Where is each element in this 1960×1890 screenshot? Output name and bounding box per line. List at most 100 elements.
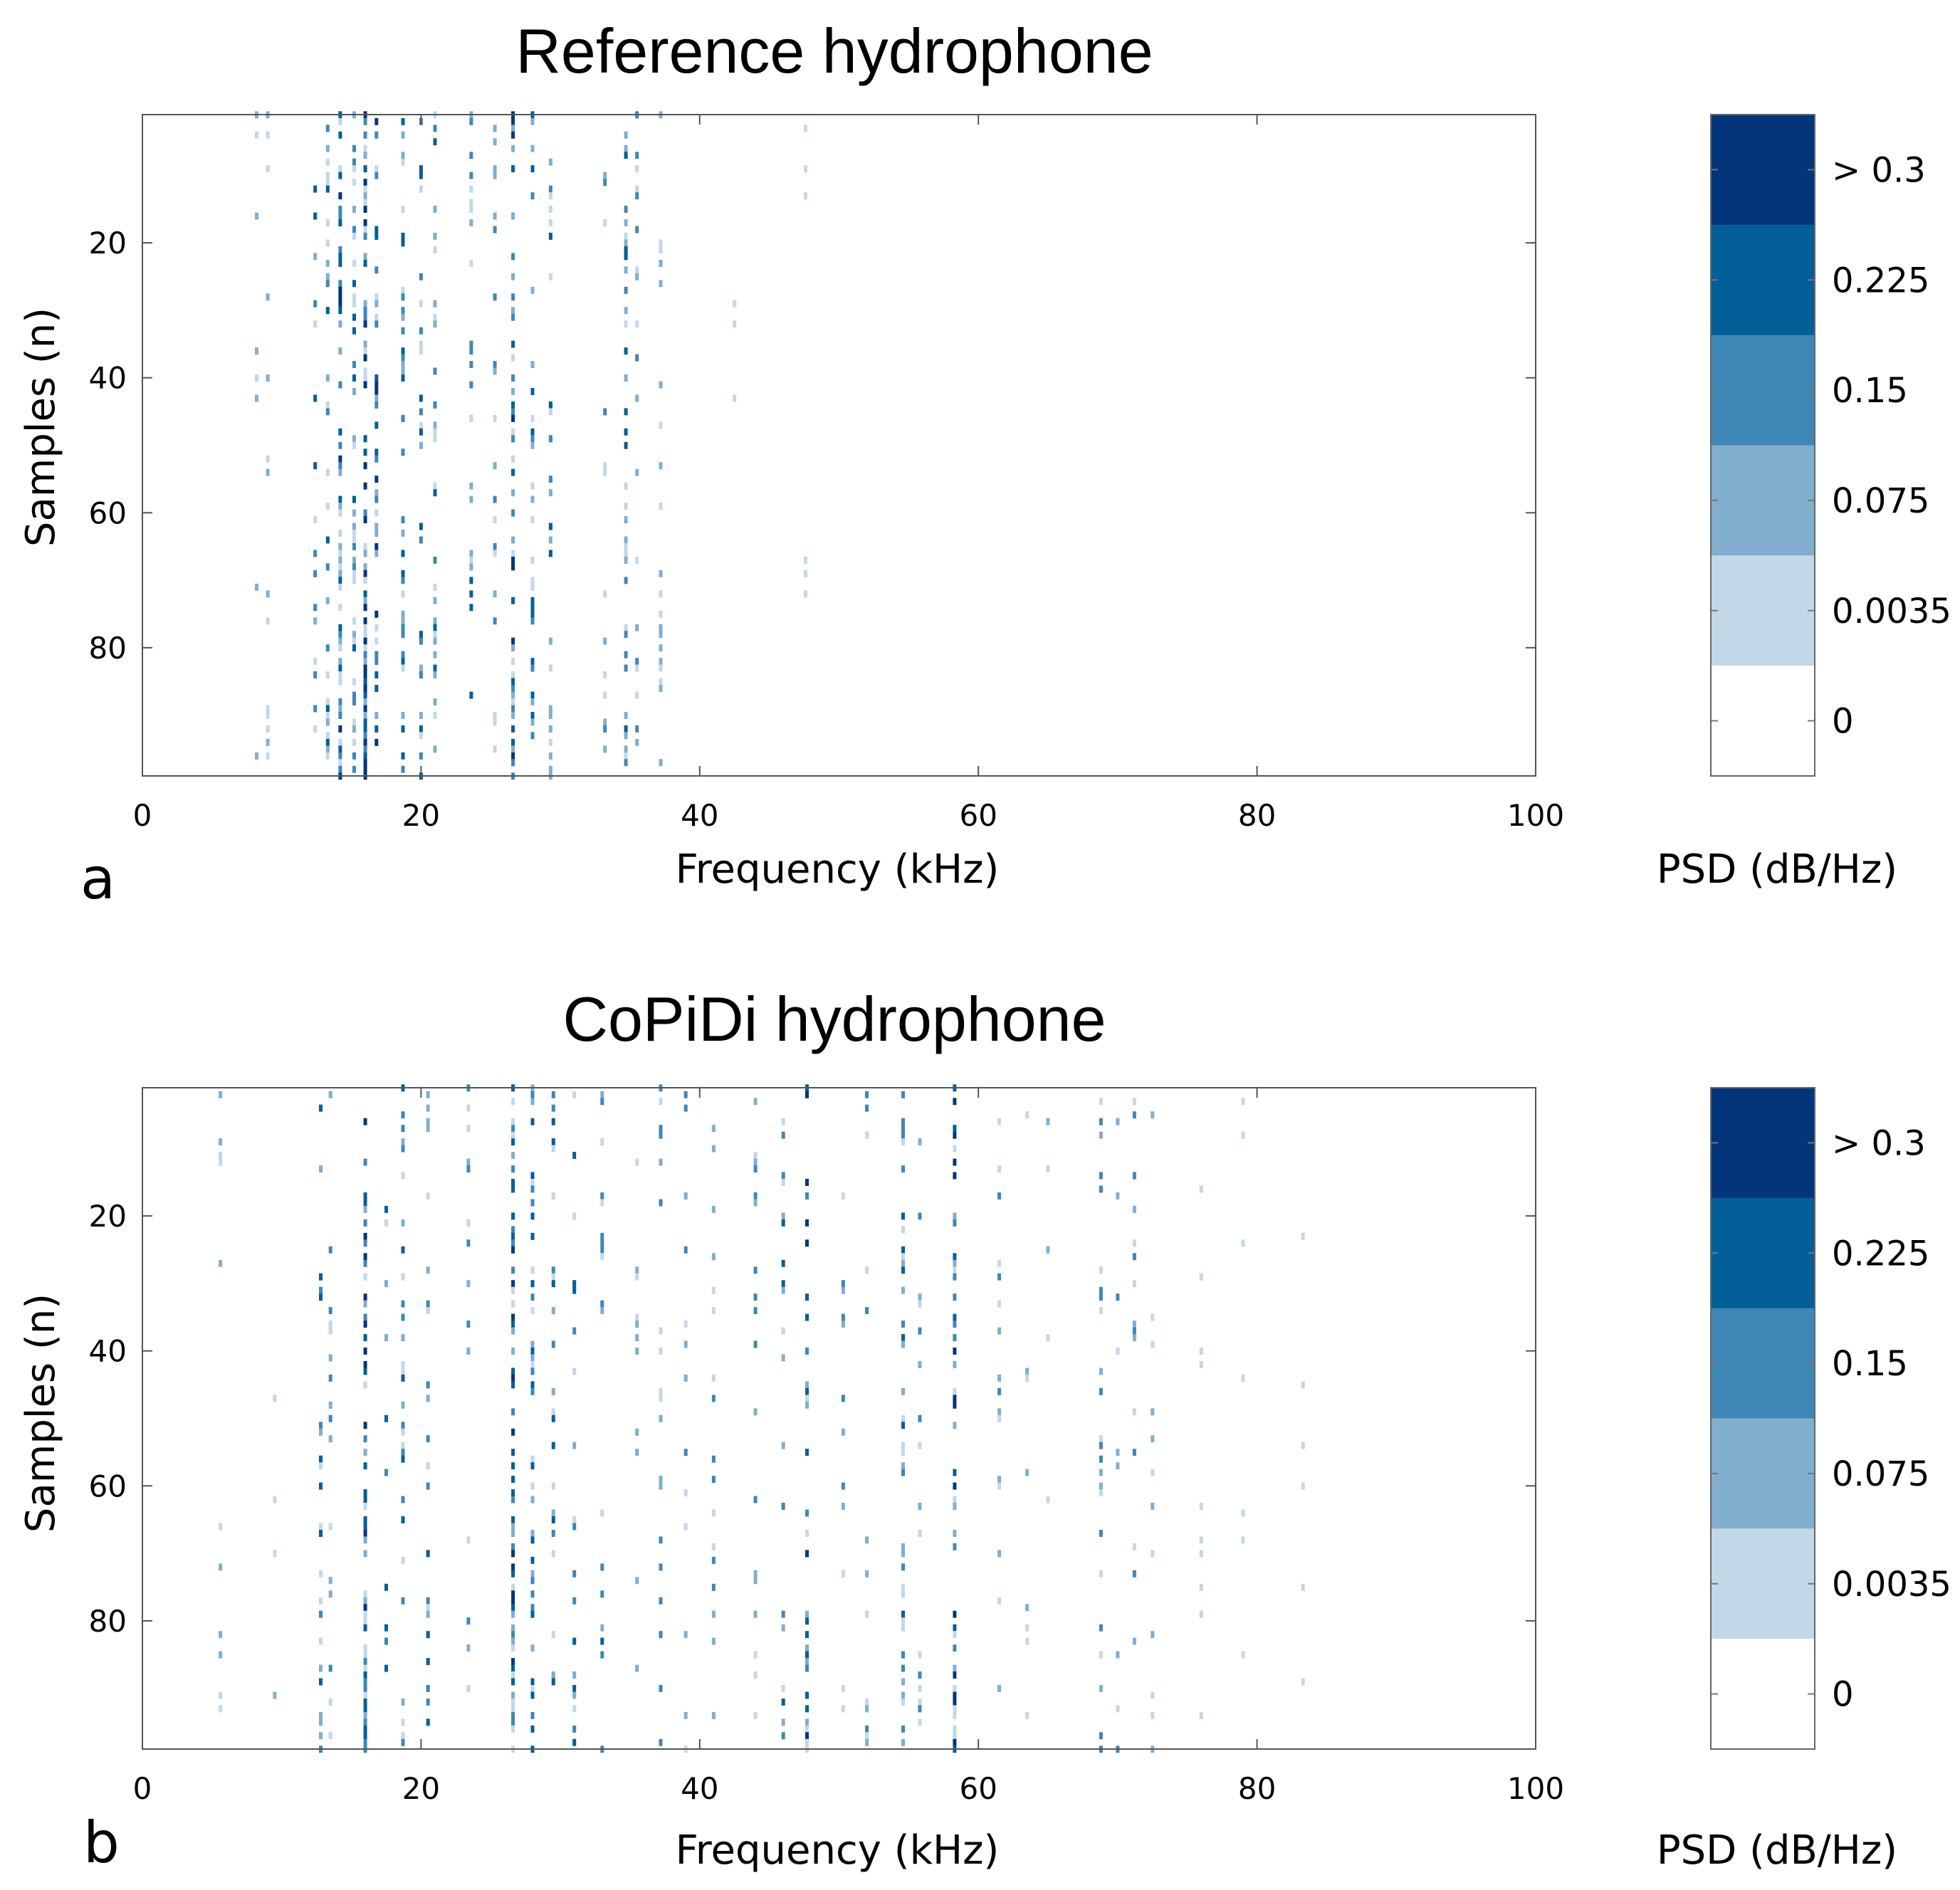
panel-b-heatmap-cell bbox=[219, 1691, 223, 1699]
panel-a-heatmap-cell bbox=[530, 698, 535, 705]
panel-a-heatmap-cell bbox=[352, 509, 356, 517]
panel-a-heatmap-cell bbox=[255, 394, 258, 402]
panel-b-heatmap-cell bbox=[1199, 1610, 1203, 1618]
panel-b-heatmap-cell bbox=[363, 1711, 367, 1719]
panel-a-heatmap-cell bbox=[325, 172, 330, 179]
panel-a-heatmap-cell bbox=[624, 712, 628, 719]
panel-a-heatmap-cell bbox=[624, 266, 628, 274]
panel-a-heatmap-cell bbox=[419, 732, 423, 740]
panel-b-heatmap-cell bbox=[572, 1725, 577, 1733]
panel-b-heatmap-cell bbox=[953, 1212, 957, 1220]
panel-b-heatmap-cell bbox=[551, 1387, 555, 1395]
panel-b-heatmap-cell bbox=[901, 1131, 905, 1139]
panel-a-heatmap-cell bbox=[419, 441, 423, 449]
panel-b-heatmap-cell bbox=[530, 1348, 535, 1355]
panel-a-heatmap-cell bbox=[363, 550, 367, 557]
panel-a-heatmap-cell bbox=[511, 253, 515, 261]
panel-b-heatmap-cell bbox=[711, 1205, 716, 1213]
panel-a-heatmap-cell bbox=[374, 165, 379, 173]
panel-a-heatmap-cell bbox=[493, 125, 497, 132]
panel-b-heatmap-cell bbox=[363, 1685, 367, 1692]
panel-b-heatmap-cell bbox=[363, 1597, 367, 1605]
panel-b-heatmap-cell bbox=[511, 1658, 515, 1666]
panel-b-heatmap-cell bbox=[572, 1091, 577, 1098]
panel-b-heatmap-cell bbox=[1301, 1583, 1305, 1591]
panel-a-heatmap-cell bbox=[374, 320, 379, 328]
panel-a-heatmap-cell bbox=[313, 462, 318, 470]
panel-b-heatmap-cell bbox=[426, 1118, 430, 1125]
panel-b-heatmap-cell bbox=[511, 1631, 515, 1639]
panel-b-heatmap-cell bbox=[1132, 1111, 1136, 1119]
panel-b-heatmap-cell bbox=[363, 1293, 367, 1301]
panel-b-heatmap-cell bbox=[426, 1699, 430, 1706]
panel-a-heatmap-cell bbox=[804, 590, 807, 598]
panel-a-heatmap-cell bbox=[352, 259, 356, 267]
panel-b-heatmap-cell bbox=[551, 1550, 555, 1558]
panel-a-heatmap-cell bbox=[659, 462, 663, 470]
panel-a-heatmap-cell bbox=[401, 658, 405, 666]
panel-a-heatmap-cell bbox=[401, 569, 405, 577]
panel-a-heatmap-cell bbox=[374, 394, 379, 402]
panel-b-heatmap-cell bbox=[511, 1699, 515, 1706]
panel-a-heatmap-cell bbox=[624, 246, 628, 253]
panel-b-heatmap-cell bbox=[511, 1246, 515, 1254]
panel-a-heatmap-cell bbox=[352, 644, 356, 652]
panel-a-heatmap-cell bbox=[511, 354, 515, 362]
panel-b-heatmap-cell bbox=[1099, 1435, 1103, 1443]
panel-b-heatmap-cell bbox=[551, 1273, 555, 1281]
panel-b-heatmap-cell bbox=[572, 1685, 577, 1692]
panel-b-heatmap-cell bbox=[918, 1212, 922, 1220]
panel-a-heatmap-cell bbox=[469, 563, 473, 571]
panel-b-heatmap-cell bbox=[466, 1617, 471, 1625]
panel-b-colorbar-level-2: 0.15 bbox=[1832, 1344, 1908, 1384]
panel-b-heatmap-cell bbox=[901, 1422, 905, 1429]
panel-b-colorbar-band-0 bbox=[1711, 1088, 1815, 1199]
panel-b-heatmap-cell bbox=[953, 1125, 957, 1133]
panel-b-heatmap-cell bbox=[363, 1624, 367, 1632]
panel-a-heatmap-cell bbox=[325, 259, 330, 267]
panel-b-heatmap-cell bbox=[363, 1361, 367, 1368]
panel-b-heatmap-cell bbox=[997, 1408, 1002, 1416]
panel-b-heatmap-cell bbox=[805, 1610, 809, 1618]
panel-a-heatmap-cell bbox=[401, 530, 405, 537]
panel-a-colorbar-band-0 bbox=[1711, 115, 1815, 226]
panel-a-heatmap-cell bbox=[374, 495, 379, 503]
panel-a-heatmap-cell bbox=[363, 152, 367, 159]
panel-a-heatmap-cell bbox=[548, 232, 552, 240]
panel-b-heatmap-cell bbox=[511, 1725, 515, 1733]
panel-a-heatmap-cell bbox=[352, 718, 356, 726]
panel-b-heatmap-cell bbox=[781, 1179, 785, 1186]
panel-a-heatmap-cell bbox=[493, 367, 497, 375]
panel-b-heatmap-cell bbox=[1116, 1462, 1120, 1470]
panel-b-heatmap-cell bbox=[1199, 1583, 1203, 1591]
panel-a-heatmap-cell bbox=[338, 462, 342, 470]
panel-a-heatmap-cell bbox=[433, 489, 437, 497]
panel-a-heatmap-cell bbox=[659, 590, 663, 598]
panel-b-heatmap-cell bbox=[572, 1367, 577, 1375]
panel-a-heatmap-cell bbox=[530, 361, 535, 369]
panel-a-heatmap-cell bbox=[255, 131, 258, 139]
panel-b-heatmap-cell bbox=[466, 1219, 471, 1227]
panel-a-x-tick-2: 40 bbox=[681, 798, 718, 833]
panel-b-heatmap-cell bbox=[511, 1152, 515, 1160]
panel-a-heatmap-cell bbox=[363, 577, 367, 584]
panel-a-heatmap-cell bbox=[338, 678, 342, 686]
panel-b-heatmap-cell bbox=[805, 1449, 809, 1456]
panel-b-x-tick-0: 0 bbox=[133, 1771, 152, 1806]
panel-a-heatmap-cell bbox=[363, 698, 367, 705]
panel-a-heatmap-cell bbox=[352, 738, 356, 746]
panel-b-heatmap-cell bbox=[530, 1387, 535, 1395]
panel-b-heatmap-cell bbox=[511, 1476, 515, 1484]
panel-b-heatmap-cell bbox=[219, 1563, 223, 1571]
panel-b-heatmap-cell bbox=[953, 1530, 957, 1537]
panel-b-heatmap-cell bbox=[1151, 1503, 1155, 1510]
panel-b-heatmap-cell bbox=[635, 1334, 639, 1342]
panel-a-heatmap-cell bbox=[659, 503, 663, 510]
panel-a-heatmap-cell bbox=[511, 414, 515, 422]
panel-b-heatmap-cell bbox=[363, 1259, 367, 1267]
panel-b-heatmap-cell bbox=[753, 1711, 758, 1719]
panel-a-heatmap-cell bbox=[493, 293, 497, 301]
panel-b-heatmap-cell bbox=[635, 1158, 639, 1166]
panel-a-heatmap-cell bbox=[363, 185, 367, 193]
